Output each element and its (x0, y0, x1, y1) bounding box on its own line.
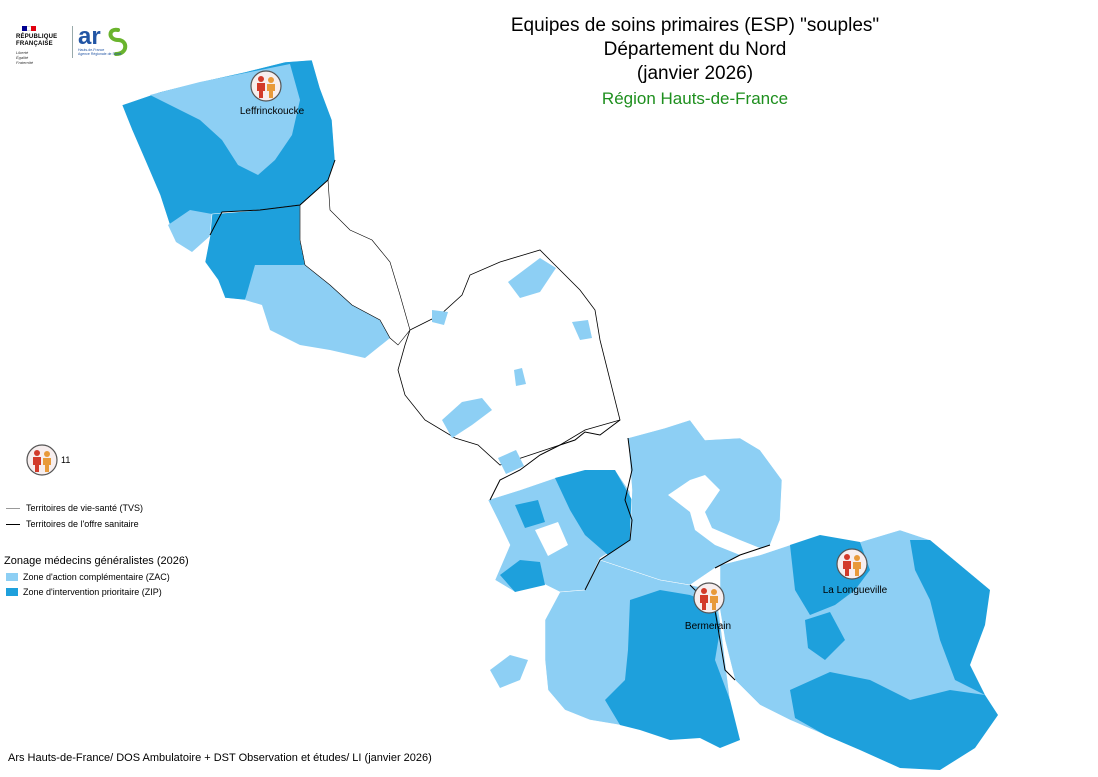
zone-avesnes-zip-mid (805, 612, 845, 660)
zone-lille-zac-e (442, 398, 492, 438)
legend-zac-label: Zone d'action complémentaire (ZAC) (23, 572, 170, 582)
legend-tos-line (6, 523, 20, 525)
legend-tos-label: Territoires de l'offre sanitaire (26, 519, 139, 529)
zone-flandre-zac (245, 265, 390, 358)
legend-tvs-line (6, 507, 20, 509)
zone-cambrai-zip (605, 590, 740, 748)
title-line-1: Equipes de soins primaires (ESP) "souple… (510, 15, 880, 36)
legend-esp-icon (26, 444, 58, 476)
legend-esp-count: 11 (61, 455, 71, 465)
zone-valenciennes-white (668, 475, 760, 555)
zone-cambrai-zip-west (490, 655, 528, 688)
zone-lille-zac-f (498, 450, 524, 474)
logo-separator (72, 26, 73, 58)
esp-team-icon (693, 582, 725, 614)
republique-text-2: FRANÇAISE (16, 41, 53, 47)
zone-douai-zip-mid (515, 500, 545, 528)
legend-tos-row: Territoires de l'offre sanitaire (6, 519, 139, 529)
esp-team-icon (836, 548, 868, 580)
zone-dunkerque-zac-south (168, 210, 212, 252)
republique-motto: Liberté Égalité Fraternité (16, 50, 34, 65)
esp-team-icon (250, 70, 282, 102)
zone-douai-white (535, 522, 568, 556)
zone-douai-zip-west (500, 560, 545, 592)
legend-zip-label: Zone d'intervention prioritaire (ZIP) (23, 587, 162, 597)
zone-lille-zac-d (514, 368, 526, 386)
zone-flandre-white (299, 179, 411, 346)
zone-avesnes-zip-east (910, 540, 990, 695)
region-subtitle: Région Hauts-de-France (601, 89, 789, 108)
legend-zip-swatch (6, 588, 18, 596)
zone-lille-zac-b (432, 310, 448, 325)
title-line-2: Département du Nord (603, 39, 787, 60)
legend-zonage-title: Zonage médecins généralistes (2026) (4, 555, 189, 567)
place-label-la-longueville: La Longueville (822, 585, 888, 596)
legend-tvs-row: Territoires de vie-santé (TVS) (6, 503, 143, 513)
map-title-block: Equipes de soins primaires (ESP) "souple… (440, 14, 950, 111)
zone-douai-zip (555, 470, 632, 555)
ars-logo: ar Hauts-de-France Agence Régionale de S… (78, 23, 138, 65)
legend-tvs-label: Territoires de vie-santé (TVS) (26, 503, 144, 513)
zone-avesnes-zip-south (790, 672, 998, 770)
republique-francaise-logo: RÉPUBLIQUE FRANÇAISE Liberté Égalité Fra… (16, 26, 72, 65)
source-footer: Ars Hauts-de-France/ DOS Ambulatoire + D… (8, 752, 432, 764)
svg-text:ar: ar (78, 24, 101, 50)
legend-zip-row: Zone d'intervention prioritaire (ZIP) (6, 587, 162, 597)
svg-text:Agence Régionale de Santé: Agence Régionale de Santé (78, 52, 122, 56)
svg-text:Hauts-de-France: Hauts-de-France (78, 48, 104, 52)
title-line-3: (janvier 2026) (636, 63, 754, 84)
legend-zac-swatch (6, 573, 18, 581)
place-label-bermerain: Bermerain (684, 621, 732, 632)
ars-wordmark-icon: ar Hauts-de-France Agence Régionale de S… (78, 23, 128, 56)
zone-lille-zac-c (572, 320, 592, 340)
place-label-leffrinckoucke: Leffrinckoucke (239, 106, 305, 117)
zone-lille-zac-a (508, 258, 556, 298)
legend-zac-row: Zone d'action complémentaire (ZAC) (6, 572, 170, 582)
republique-text-1: RÉPUBLIQUE (16, 34, 58, 40)
tricolor-flag-icon (22, 26, 37, 31)
